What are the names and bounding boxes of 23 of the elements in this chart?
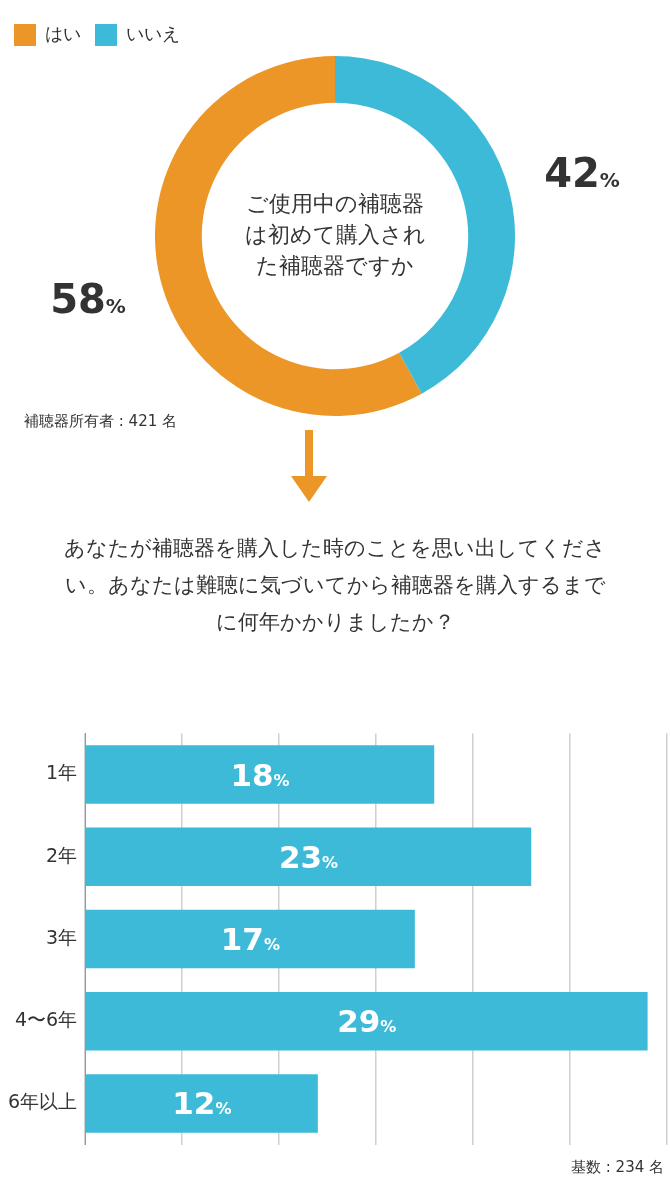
bar bbox=[85, 909, 415, 969]
data-label: 18% bbox=[230, 756, 290, 793]
bar bbox=[85, 827, 532, 886]
y-tick-label: 1年 bbox=[45, 761, 78, 784]
data-label: 29% bbox=[337, 1003, 397, 1040]
legend-label: いいえ bbox=[126, 22, 180, 44]
y-tick-label: 6年以上 bbox=[7, 1090, 78, 1113]
data-label: 58% bbox=[50, 276, 126, 323]
chart-title: あなたが補聴器を購入した時のことを思い出してください。あなたは難聴に気づいてから補聴器を購入するまでに何年かかりましたか？ bbox=[63, 535, 607, 636]
data-label: 23% bbox=[278, 838, 339, 875]
bar bbox=[85, 1074, 318, 1133]
y-tick-label: 3年 bbox=[45, 925, 78, 948]
text: ご使用中の補聴器は初めて購入された補聴器ですか bbox=[244, 190, 426, 278]
data-label: 12% bbox=[172, 1085, 232, 1122]
text: 補聴器所有者 : 421 名 bbox=[24, 412, 177, 431]
data-label: 17% bbox=[220, 921, 280, 957]
legend-label: はい bbox=[45, 22, 81, 44]
data-label: 42% bbox=[544, 149, 620, 196]
y-tick-label: 4〜6年 bbox=[14, 1008, 78, 1031]
bar bbox=[85, 992, 648, 1051]
bar bbox=[85, 745, 435, 804]
text: 基数 : 234 名 bbox=[571, 1158, 664, 1177]
y-tick-label: 2年 bbox=[45, 843, 78, 866]
